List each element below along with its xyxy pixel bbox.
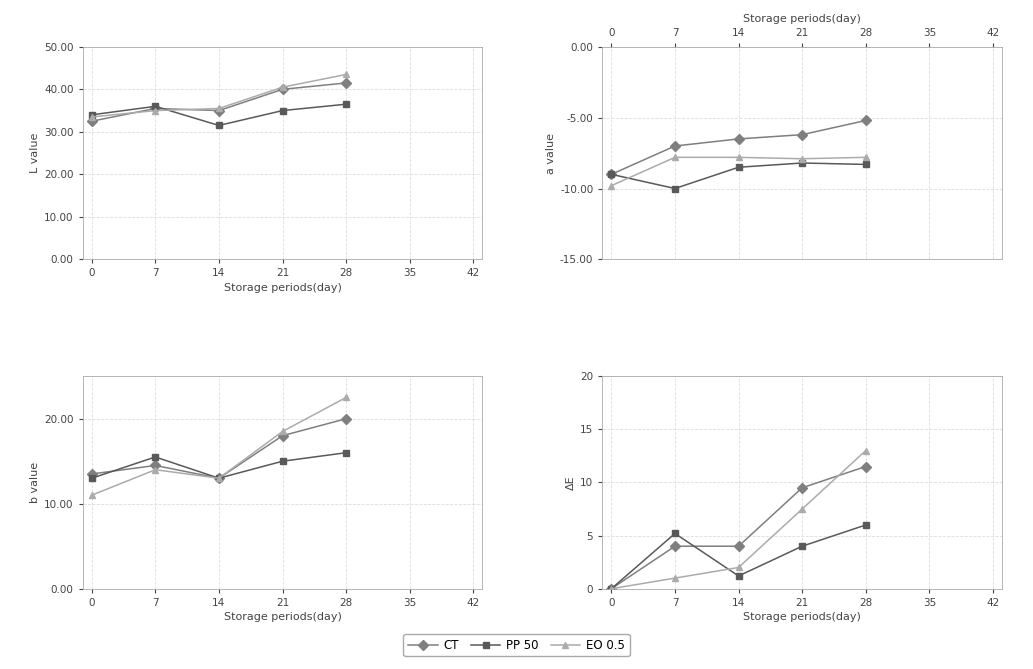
Line: PP 50: PP 50 bbox=[607, 159, 869, 192]
EO 0.5 bbox=[340, 70, 352, 78]
CT bbox=[859, 462, 872, 470]
Line: CT: CT bbox=[607, 463, 869, 592]
EO 0.5 bbox=[732, 563, 745, 571]
CT bbox=[86, 470, 98, 478]
CT bbox=[149, 104, 161, 112]
PP 50 bbox=[859, 521, 872, 529]
EO 0.5 bbox=[149, 466, 161, 474]
EO 0.5 bbox=[86, 113, 98, 121]
EO 0.5 bbox=[340, 393, 352, 401]
CT bbox=[276, 86, 288, 94]
PP 50 bbox=[796, 542, 809, 550]
CT bbox=[605, 171, 618, 179]
PP 50 bbox=[859, 161, 872, 169]
Y-axis label: a value: a value bbox=[545, 132, 556, 173]
CT bbox=[605, 585, 618, 593]
CT bbox=[732, 135, 745, 143]
CT bbox=[340, 415, 352, 423]
PP 50 bbox=[86, 111, 98, 119]
Title: Storage periods(day): Storage periods(day) bbox=[743, 14, 862, 24]
EO 0.5 bbox=[796, 155, 809, 163]
PP 50 bbox=[668, 185, 681, 193]
PP 50 bbox=[340, 449, 352, 457]
EO 0.5 bbox=[213, 474, 225, 482]
EO 0.5 bbox=[86, 491, 98, 499]
X-axis label: Storage periods(day): Storage periods(day) bbox=[223, 612, 342, 622]
PP 50 bbox=[605, 585, 618, 593]
Y-axis label: L value: L value bbox=[30, 133, 40, 173]
PP 50 bbox=[276, 457, 288, 465]
EO 0.5 bbox=[276, 83, 288, 91]
PP 50 bbox=[213, 474, 225, 482]
EO 0.5 bbox=[213, 104, 225, 112]
Line: EO 0.5: EO 0.5 bbox=[607, 447, 869, 592]
EO 0.5 bbox=[149, 106, 161, 114]
CT bbox=[796, 130, 809, 138]
EO 0.5 bbox=[276, 427, 288, 436]
CT bbox=[796, 484, 809, 492]
CT bbox=[859, 116, 872, 124]
CT bbox=[668, 542, 681, 550]
Legend: CT, PP 50, EO 0.5: CT, PP 50, EO 0.5 bbox=[404, 634, 629, 656]
CT bbox=[149, 462, 161, 470]
Line: PP 50: PP 50 bbox=[88, 450, 349, 482]
Line: CT: CT bbox=[607, 117, 869, 178]
Line: EO 0.5: EO 0.5 bbox=[88, 71, 349, 120]
CT bbox=[213, 474, 225, 482]
Line: CT: CT bbox=[88, 80, 349, 124]
PP 50 bbox=[149, 453, 161, 461]
EO 0.5 bbox=[796, 505, 809, 513]
EO 0.5 bbox=[668, 153, 681, 161]
PP 50 bbox=[605, 171, 618, 179]
CT bbox=[668, 142, 681, 150]
PP 50 bbox=[276, 106, 288, 114]
X-axis label: Storage periods(day): Storage periods(day) bbox=[743, 612, 862, 622]
EO 0.5 bbox=[605, 585, 618, 593]
Line: EO 0.5: EO 0.5 bbox=[607, 154, 869, 189]
CT bbox=[340, 79, 352, 87]
CT bbox=[86, 117, 98, 125]
PP 50 bbox=[340, 100, 352, 108]
PP 50 bbox=[732, 572, 745, 580]
EO 0.5 bbox=[859, 153, 872, 161]
PP 50 bbox=[796, 159, 809, 167]
Y-axis label: b value: b value bbox=[30, 462, 40, 503]
PP 50 bbox=[86, 474, 98, 482]
X-axis label: Storage periods(day): Storage periods(day) bbox=[223, 282, 342, 292]
PP 50 bbox=[213, 122, 225, 130]
EO 0.5 bbox=[732, 153, 745, 161]
Line: PP 50: PP 50 bbox=[607, 522, 869, 592]
Line: EO 0.5: EO 0.5 bbox=[88, 394, 349, 498]
EO 0.5 bbox=[605, 182, 618, 190]
CT bbox=[732, 542, 745, 550]
EO 0.5 bbox=[668, 574, 681, 582]
Line: PP 50: PP 50 bbox=[88, 101, 349, 129]
Y-axis label: ΔE: ΔE bbox=[566, 475, 575, 490]
Line: CT: CT bbox=[88, 415, 349, 482]
CT bbox=[213, 106, 225, 114]
CT bbox=[276, 432, 288, 440]
EO 0.5 bbox=[859, 447, 872, 455]
PP 50 bbox=[668, 529, 681, 537]
PP 50 bbox=[732, 163, 745, 171]
PP 50 bbox=[149, 102, 161, 110]
